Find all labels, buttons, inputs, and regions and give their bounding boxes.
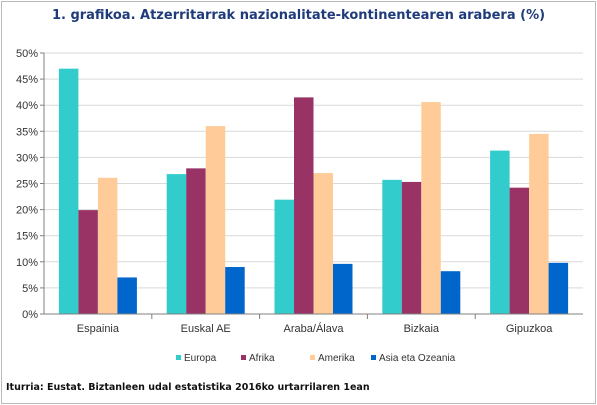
bar-afrika <box>401 181 422 314</box>
bar-afrika <box>509 187 530 314</box>
y-tick-label: 35% <box>16 126 38 138</box>
y-tick-label: 5% <box>22 283 38 295</box>
bar-europa <box>382 179 402 314</box>
x-tick-label: Gipuzkoa <box>506 323 553 335</box>
legend-swatch <box>371 355 376 360</box>
bar-amerika <box>205 126 226 314</box>
legend-label: Europa <box>184 353 217 364</box>
legend-swatch <box>310 355 315 360</box>
bar-asia-eta-ozeania <box>333 263 353 314</box>
bar-asia-eta-ozeania <box>440 271 461 314</box>
legend-label: Amerika <box>318 353 355 364</box>
y-tick-label: 0% <box>22 309 38 321</box>
bar-europa <box>58 68 79 314</box>
y-tick-label: 10% <box>16 257 38 269</box>
chart-title: 1. grafikoa. Atzerritarrak nazionalitate… <box>51 8 546 23</box>
bars <box>58 68 569 315</box>
y-tick-label: 30% <box>16 152 38 164</box>
bar-afrika <box>78 210 98 314</box>
legend-swatch <box>176 355 181 360</box>
bar-europa <box>274 199 294 314</box>
y-tick-labels: 0% 5% 10% 15% 20% 25% 30% 35% 40% 45% 50% <box>16 48 38 321</box>
bar-europa <box>166 174 187 314</box>
y-tick-label: 15% <box>16 231 38 243</box>
bar-amerika <box>421 102 441 315</box>
legend-label: Asia eta Ozeania <box>379 353 456 364</box>
bar-afrika <box>186 168 206 314</box>
x-tick-labels: Espainia Euskal AE Araba/Álava Bizkaia Gipuz… <box>77 322 553 335</box>
y-tick-label: 45% <box>16 74 38 86</box>
x-tick-label: Euskal AE <box>181 323 231 335</box>
source-note: Iturria: Eustat. Biztanleen udal estatis… <box>6 382 370 393</box>
axes <box>40 52 583 319</box>
bar-amerika <box>529 133 549 314</box>
y-tick-label: 50% <box>16 48 38 60</box>
bar-asia-eta-ozeania <box>117 277 137 314</box>
bar-afrika <box>294 97 314 315</box>
bar-amerika <box>97 177 118 314</box>
y-tick-label: 25% <box>16 179 38 191</box>
x-tick-label: Espainia <box>77 323 120 335</box>
x-tick-label: Bizkaia <box>404 323 440 335</box>
legend-swatch <box>241 355 246 360</box>
y-tick-label: 40% <box>16 100 38 112</box>
bar-amerika <box>313 173 333 314</box>
y-tick-label: 20% <box>16 205 38 217</box>
bar-europa <box>490 150 510 314</box>
bar-asia-eta-ozeania <box>225 267 245 314</box>
legend-label: Afrika <box>249 353 275 364</box>
legend: Europa Afrika Amerika Asia eta Ozeania <box>176 353 456 364</box>
x-tick-label: Araba/Álava <box>284 322 345 335</box>
bar-asia-eta-ozeania <box>548 262 569 314</box>
